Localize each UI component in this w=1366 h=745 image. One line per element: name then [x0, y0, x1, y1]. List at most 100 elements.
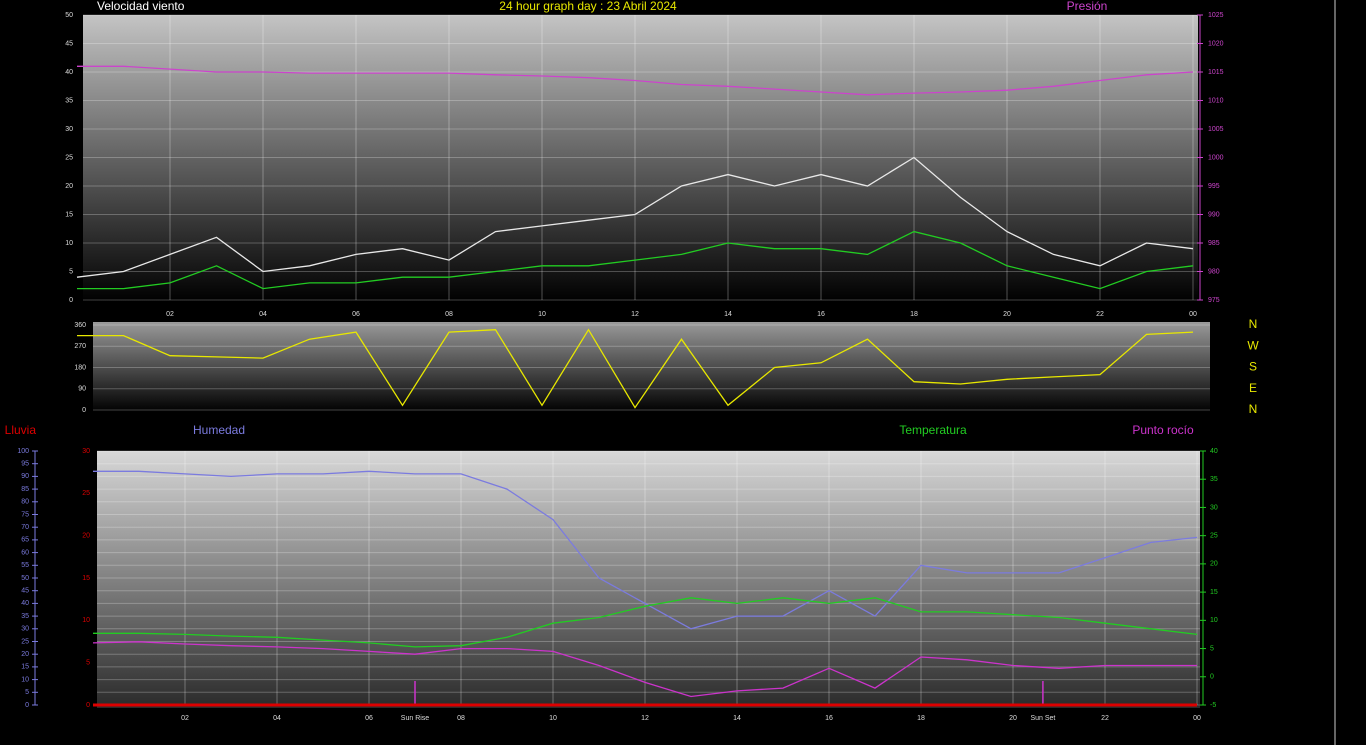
y3-tick-label: 5 — [86, 660, 90, 667]
x-tick-label: 14 — [733, 715, 741, 722]
y2-tick-label: 975 — [1208, 297, 1220, 304]
y-tick-label: 80 — [21, 499, 29, 506]
x-tick-label: 14 — [724, 311, 732, 318]
series-line — [76, 156, 1194, 278]
y-tick-label: 20 — [65, 183, 73, 190]
x-tick-label: 20 — [1009, 715, 1017, 722]
y2-tick-label: 1025 — [1208, 12, 1224, 19]
y-tick-label: 35 — [65, 97, 73, 104]
annotation-label: Sun Set — [1030, 715, 1055, 722]
x-tick-label: 00 — [1193, 715, 1201, 722]
y-tick-label: 85 — [21, 486, 29, 493]
y-tick-label: 65 — [21, 537, 29, 544]
y2-tick-label: 985 — [1208, 240, 1220, 247]
y-tick-label: 0 — [69, 297, 73, 304]
compass-label: N — [1249, 317, 1258, 331]
annotation-label: Sun Rise — [401, 715, 430, 722]
y2-tick-label: 1015 — [1208, 69, 1224, 76]
y-tick-label: 70 — [21, 524, 29, 531]
x-tick-label: 10 — [549, 715, 557, 722]
y-tick-label: 5 — [69, 268, 73, 275]
x-tick-label: 20 — [1003, 311, 1011, 318]
y-tick-label: 30 — [21, 626, 29, 633]
x-tick-label: 18 — [917, 715, 925, 722]
plot-area — [83, 15, 1198, 302]
chart-layer: 0510152025303540455097598098599099510001… — [17, 12, 1259, 722]
y-tick-label: 50 — [65, 12, 73, 19]
y-tick-label: 30 — [65, 126, 73, 133]
y-tick-label: 10 — [65, 240, 73, 247]
y-tick-label: 20 — [21, 651, 29, 658]
y2-tick-label: 0 — [1210, 674, 1214, 681]
compass-label: S — [1249, 360, 1257, 374]
x-tick-label: 04 — [273, 715, 281, 722]
y2-tick-label: 5 — [1210, 645, 1214, 652]
y-tick-label: 5 — [25, 689, 29, 696]
temperature-label: Temperatura — [899, 423, 967, 437]
wind-label: Velocidad viento — [97, 0, 185, 13]
series-line — [77, 65, 1194, 96]
y2-tick-label: -5 — [1210, 702, 1216, 709]
y-tick-label: 40 — [65, 69, 73, 76]
y2-tick-label: 1010 — [1208, 97, 1224, 104]
x-tick-label: 16 — [825, 715, 833, 722]
y-tick-label: 0 — [82, 407, 86, 414]
x-tick-label: 22 — [1096, 311, 1104, 318]
x-tick-label: 22 — [1101, 715, 1109, 722]
y3-tick-label: 20 — [82, 533, 90, 540]
compass-label: W — [1247, 338, 1259, 352]
dewpoint-label: Punto rocío — [1132, 423, 1194, 437]
x-tick-label: 00 — [1189, 311, 1197, 318]
y2-tick-label: 995 — [1208, 183, 1220, 190]
x-tick-label: 10 — [538, 311, 546, 318]
compass-label: N — [1249, 402, 1258, 416]
series-line — [92, 641, 1197, 698]
y3-tick-label: 30 — [82, 448, 90, 455]
y-tick-label: 35 — [21, 613, 29, 620]
y3-tick-label: 15 — [82, 575, 90, 582]
y-tick-label: 270 — [74, 343, 86, 350]
y-tick-label: 90 — [78, 386, 86, 393]
y3-tick-label: 25 — [82, 490, 90, 497]
y-tick-label: 45 — [21, 588, 29, 595]
y-tick-label: 15 — [21, 664, 29, 671]
series-line — [77, 328, 1194, 409]
y-tick-label: 0 — [25, 702, 29, 709]
y2-tick-label: 15 — [1210, 589, 1218, 596]
y-tick-label: 360 — [74, 322, 86, 329]
x-tick-label: 08 — [445, 311, 453, 318]
y2-tick-label: 40 — [1210, 448, 1218, 455]
y-tick-label: 90 — [21, 473, 29, 480]
x-tick-label: 06 — [352, 311, 360, 318]
y-tick-label: 60 — [21, 549, 29, 556]
y2-tick-label: 30 — [1210, 504, 1218, 511]
y-tick-label: 55 — [21, 562, 29, 569]
compass-label: E — [1249, 381, 1257, 395]
y2-tick-label: 980 — [1208, 268, 1220, 275]
y-tick-label: 95 — [21, 461, 29, 468]
humidity-label: Humedad — [193, 423, 245, 437]
x-tick-label: 02 — [181, 715, 189, 722]
y2-tick-label: 20 — [1210, 561, 1218, 568]
series-line — [93, 597, 1198, 648]
y-tick-label: 180 — [74, 364, 86, 371]
rain-label: Lluvia — [5, 423, 37, 437]
y-tick-label: 45 — [65, 40, 73, 47]
y-tick-label: 75 — [21, 511, 29, 518]
y2-tick-label: 1005 — [1208, 126, 1224, 133]
y2-tick-label: 990 — [1208, 211, 1220, 218]
y2-tick-label: 1020 — [1208, 40, 1224, 47]
x-tick-label: 12 — [641, 715, 649, 722]
series-line — [77, 230, 1194, 290]
y2-tick-label: 35 — [1210, 476, 1218, 483]
y-tick-label: 10 — [21, 676, 29, 683]
y2-tick-label: 25 — [1210, 533, 1218, 540]
y-tick-label: 50 — [21, 575, 29, 582]
y2-tick-label: 10 — [1210, 617, 1218, 624]
y-tick-label: 40 — [21, 600, 29, 607]
chart-title: 24 hour graph day : 23 Abril 2024 — [499, 0, 677, 13]
x-tick-label: 16 — [817, 311, 825, 318]
pressure-label: Presión — [1067, 0, 1108, 13]
